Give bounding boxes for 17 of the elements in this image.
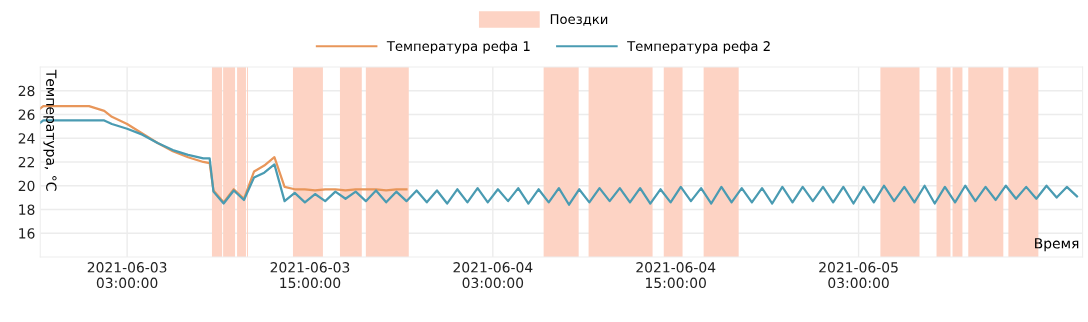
y-tick-label: 20	[18, 180, 35, 192]
x-tick-label: 2021-06-04 15:00:00	[636, 262, 716, 289]
legend-label: Температура рефа 2	[627, 41, 770, 54]
x-tick-label: 2021-06-05 03:00:00	[819, 262, 898, 289]
y-tick-label: 22	[18, 156, 34, 168]
y-tick-label: 28	[18, 85, 35, 97]
legend-label: Поездки	[550, 14, 608, 26]
x-tick-label: 2021-06-03 03:00:00	[87, 262, 167, 289]
y-tick-label: 18	[19, 204, 35, 215]
legend-label: Температура рефа 1	[386, 41, 530, 54]
x-tick-label: 2021-06-04 03:00:00	[453, 262, 533, 289]
x-tick-label: 2021-06-03 15:00:00	[270, 262, 350, 289]
y-tick-label: 16	[19, 228, 35, 239]
y-tick-label: 24	[18, 133, 35, 144]
y-axis-title: Температура, °C	[43, 69, 57, 191]
x-axis-title: Время	[1035, 238, 1079, 252]
y-tick-label: 26	[18, 109, 35, 120]
